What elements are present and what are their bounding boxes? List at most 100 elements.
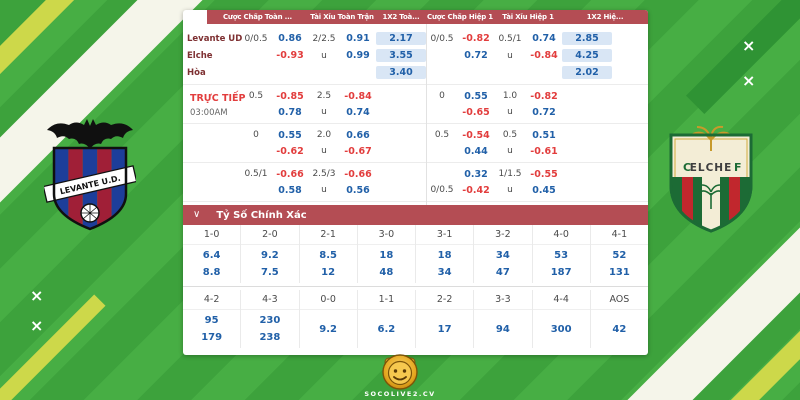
odds-cell[interactable]: -0.65 <box>462 106 490 118</box>
odds-cell[interactable]: 0.44 <box>464 145 488 157</box>
odds-cell[interactable]: -0.85 <box>276 90 304 102</box>
odds-cell[interactable]: 0.78 <box>278 106 302 118</box>
odds-cell[interactable]: -0.93 <box>276 50 304 61</box>
score-column: 2-2 17 <box>416 290 475 348</box>
line-cell: u <box>321 107 327 117</box>
score-odds[interactable]: 238 <box>259 331 281 343</box>
score-odds[interactable]: 300 <box>550 323 572 335</box>
score-odds[interactable]: 7.5 <box>261 266 279 278</box>
score-odds[interactable]: 42 <box>612 323 627 335</box>
line-cell: u <box>507 107 513 117</box>
score-label: 4-1 <box>590 225 648 245</box>
odds-cell[interactable]: -0.67 <box>344 145 372 157</box>
site-name: SOCOLIVE2.CV <box>364 390 436 398</box>
score-odds[interactable]: 53 <box>554 250 569 262</box>
odds-cell[interactable]: -0.66 <box>276 168 304 180</box>
line-cell: u <box>507 185 513 195</box>
score-odds[interactable]: 48 <box>379 266 394 278</box>
odds-cell[interactable]: 0.72 <box>532 106 556 118</box>
score-label: 3-0 <box>357 225 415 245</box>
odds-cell[interactable]: 0.72 <box>464 50 488 61</box>
odds-cell[interactable]: 0.86 <box>278 33 302 44</box>
odds-cell[interactable]: -0.84 <box>530 50 558 61</box>
odds-1x2-cell[interactable]: 2.85 <box>562 32 612 45</box>
odds-1x2-chip[interactable]: 3.40 <box>379 66 423 79</box>
odds-1x2-cell[interactable]: 3.55 <box>376 49 426 62</box>
score-column: 1-0 6.4 8.8 <box>183 225 242 283</box>
score-odds[interactable]: 8.5 <box>319 250 337 262</box>
odds-cell[interactable]: -0.42 <box>462 184 490 196</box>
odds-cell[interactable]: -0.84 <box>344 90 372 102</box>
score-odds[interactable]: 18 <box>437 250 452 262</box>
odds-1x2-chip[interactable]: 4.25 <box>565 49 609 62</box>
odds-cell[interactable]: 0.56 <box>346 184 370 196</box>
odds-cell[interactable]: -0.82 <box>462 33 490 44</box>
score-odds[interactable]: 34 <box>495 250 510 262</box>
odds-1x2-chip[interactable]: 2.02 <box>565 66 609 79</box>
score-odds[interactable]: 230 <box>259 315 281 327</box>
line-cell: u <box>507 146 513 156</box>
odds-cell[interactable]: -0.54 <box>462 129 490 141</box>
score-odds[interactable]: 94 <box>495 323 510 335</box>
score-odds[interactable]: 6.4 <box>202 250 221 262</box>
score-odds[interactable]: 131 <box>608 266 630 278</box>
score-odds[interactable]: 9.2 <box>319 323 337 335</box>
score-label: 1-1 <box>357 290 415 310</box>
score-section-header[interactable]: ∨ Tỷ Số Chính Xác <box>183 205 648 225</box>
odds-cell[interactable]: -0.55 <box>530 168 558 180</box>
score-odds[interactable]: 9.2 <box>261 250 279 262</box>
row-label: Levante UD <box>187 33 243 44</box>
odds-1x2-cell[interactable]: 2.17 <box>376 32 426 45</box>
odds-1x2-chip[interactable]: 2.85 <box>565 32 609 45</box>
odds-cell[interactable]: 0.58 <box>278 184 302 196</box>
kickoff-time: 03:00AM <box>190 108 228 118</box>
elche-letter-c: C <box>683 161 691 174</box>
odds-cell[interactable]: 0.32 <box>464 168 488 180</box>
odds-cell[interactable]: 0.55 <box>278 129 302 141</box>
chevron-down-icon[interactable]: ∨ <box>193 209 201 220</box>
score-column: 3-0 18 48 <box>357 225 416 283</box>
odds-cell[interactable]: 0.66 <box>346 129 370 141</box>
score-odds[interactable]: 187 <box>550 266 572 278</box>
close-icon[interactable]: × <box>742 36 756 55</box>
odds-cell[interactable]: -0.66 <box>344 168 372 180</box>
close-icon[interactable]: × <box>30 286 44 305</box>
odds-cell[interactable]: -0.82 <box>530 90 558 102</box>
score-odds[interactable]: 6.2 <box>377 323 396 335</box>
odds-row: -0.62 u -0.67 0.44 u -0.61 <box>183 143 648 159</box>
score-odds[interactable]: 17 <box>437 323 452 335</box>
score-odds[interactable]: 18 <box>379 250 394 262</box>
close-icon[interactable]: × <box>30 316 44 335</box>
score-column: 2-1 8.5 12 <box>299 225 358 283</box>
odds-1x2-chip[interactable]: 3.55 <box>379 49 423 62</box>
score-odds[interactable]: 8.8 <box>202 266 221 278</box>
odds-cell[interactable]: 0.74 <box>532 33 556 44</box>
odds-cell[interactable]: -0.61 <box>530 145 558 157</box>
score-section-title: Tỷ Số Chính Xác <box>216 209 307 221</box>
odds-1x2-cell[interactable]: 2.02 <box>562 66 612 79</box>
score-odds[interactable]: 179 <box>201 331 223 343</box>
score-odds[interactable]: 95 <box>204 315 219 327</box>
odds-1x2-cell[interactable]: 4.25 <box>562 49 612 62</box>
close-icon[interactable]: × <box>742 71 756 90</box>
divider <box>183 286 648 287</box>
odds-cell[interactable]: 0.99 <box>346 50 370 61</box>
odds-1x2-chip[interactable]: 2.17 <box>379 32 423 45</box>
score-odds[interactable]: 12 <box>321 266 336 278</box>
odds-cell[interactable]: 0.51 <box>532 129 556 141</box>
score-odds[interactable]: 34 <box>437 266 452 278</box>
odds-cell[interactable]: 0.91 <box>346 33 370 44</box>
odds-cell[interactable]: 0.55 <box>464 90 488 102</box>
score-odds[interactable]: 52 <box>612 250 627 262</box>
score-column: AOS 42 <box>590 290 648 348</box>
odds-cell[interactable]: 0.74 <box>346 106 370 118</box>
live-groups: 0.5 -0.85 2.5 -0.84 0 0.55 1.0 -0.82 0.78 u 0.74 -0… <box>183 88 648 198</box>
odds-1x2-cell[interactable]: 3.40 <box>376 66 426 79</box>
odds-cell[interactable]: 0.45 <box>532 184 556 196</box>
score-odds[interactable]: 47 <box>495 266 510 278</box>
score-label: 2-2 <box>416 290 474 310</box>
score-column: 4-4 300 <box>532 290 591 348</box>
odds-header: Cược Chấp Toàn ... Tài Xỉu Toàn Trận 1X2 T… <box>183 10 648 24</box>
odds-cell[interactable]: -0.62 <box>276 145 304 157</box>
score-column: 4-1 52 131 <box>590 225 648 283</box>
